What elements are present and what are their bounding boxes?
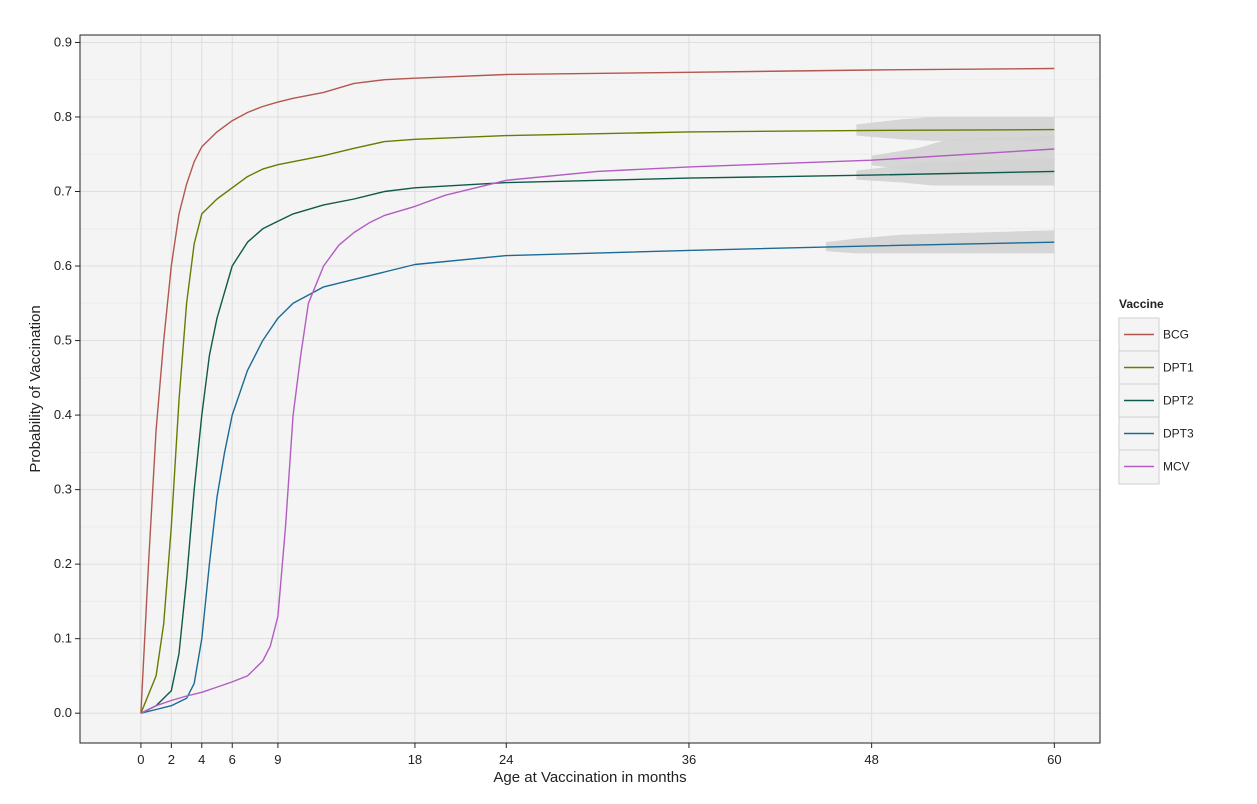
x-tick-label: 36 bbox=[682, 752, 696, 767]
series-line-bcg bbox=[140, 67, 1055, 714]
x-axis-title: Age at Vaccination in months bbox=[493, 769, 686, 786]
y-tick-label: 0.6 bbox=[54, 258, 72, 273]
confidence-band-dpt1 bbox=[856, 116, 1055, 141]
x-tick-label: 18 bbox=[408, 752, 422, 767]
y-tick-label: 0.2 bbox=[54, 556, 72, 571]
x-tick-label: 0 bbox=[137, 752, 144, 767]
legend-title: Vaccine bbox=[1119, 297, 1164, 311]
y-tick-label: 0.3 bbox=[54, 482, 72, 497]
x-tick-label: 2 bbox=[168, 752, 175, 767]
y-tick-label: 0.0 bbox=[54, 705, 72, 720]
plot-border bbox=[79, 34, 1101, 744]
legend-label-bcg: BCG bbox=[1163, 328, 1189, 342]
y-tick-label: 0.8 bbox=[54, 109, 72, 124]
legend-label-mcv: MCV bbox=[1163, 460, 1190, 474]
series-line-dpt3 bbox=[140, 241, 1055, 714]
series-lines bbox=[140, 67, 1055, 714]
x-tick-label: 60 bbox=[1047, 752, 1061, 767]
confidence-bands bbox=[825, 116, 1055, 254]
legend-label-dpt2: DPT2 bbox=[1163, 394, 1194, 408]
x-tick-label: 48 bbox=[864, 752, 878, 767]
legend-label-dpt3: DPT3 bbox=[1163, 427, 1194, 441]
series-line-dpt2 bbox=[140, 170, 1055, 714]
y-axis-title: Probability of Vaccination bbox=[27, 305, 44, 472]
y-tick-label: 0.4 bbox=[54, 407, 72, 422]
confidence-band-dpt3 bbox=[825, 230, 1055, 254]
y-axis: 0.0 0.1 0.2 0.3 0.4 0.5 0.6 0.7 0.8 0.9 bbox=[54, 34, 80, 720]
y-tick-label: 0.1 bbox=[54, 631, 72, 646]
legend-label-dpt1: DPT1 bbox=[1163, 361, 1194, 375]
series-line-dpt1 bbox=[140, 128, 1055, 714]
x-tick-label: 4 bbox=[198, 752, 205, 767]
y-tick-label: 0.9 bbox=[54, 34, 72, 49]
confidence-band-mcv bbox=[871, 135, 1055, 176]
y-tick-label: 0.5 bbox=[54, 333, 72, 348]
grid bbox=[80, 35, 1100, 743]
y-tick-label: 0.7 bbox=[54, 184, 72, 199]
x-tick-label: 9 bbox=[274, 752, 281, 767]
legend: Vaccine BCG DPT1 DPT2 DPT3 MCV bbox=[1118, 297, 1194, 485]
x-tick-label: 6 bbox=[229, 752, 236, 767]
x-axis: 0 2 4 6 9 18 24 36 48 60 bbox=[137, 743, 1062, 767]
series-line-mcv bbox=[140, 148, 1055, 714]
x-tick-label: 24 bbox=[499, 752, 513, 767]
